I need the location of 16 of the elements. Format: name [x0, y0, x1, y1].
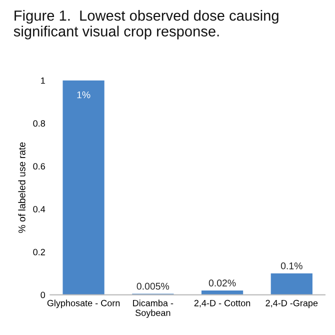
data-label: 0.005% — [136, 282, 170, 290]
data-label: 0.1% — [280, 262, 302, 270]
x-tick-label: Glyphosate - Corn — [47, 300, 120, 308]
y-tick-label: 1 — [41, 77, 45, 84]
x-tick-label: 2,4-D -Grape — [266, 300, 318, 308]
chart-title: Figure 1. Lowest observed dose causing significant visual crop response. — [14, 10, 278, 40]
data-label: 1% — [77, 91, 90, 98]
y-axis-title: % of labeled use rate — [18, 142, 26, 233]
x-tick-label: Dicamba - Soybean — [133, 300, 174, 318]
y-tick-label: 0.8 — [33, 120, 45, 127]
y-tick-label: 0.2 — [33, 248, 45, 256]
x-tick-label: 2,4-D - Cotton — [194, 300, 250, 308]
y-tick-label: 0 — [40, 292, 46, 298]
y-tick-label: 0.6 — [33, 163, 45, 170]
y-tick-label: 0.4 — [33, 206, 46, 212]
data-label: 0.02% — [208, 280, 236, 286]
